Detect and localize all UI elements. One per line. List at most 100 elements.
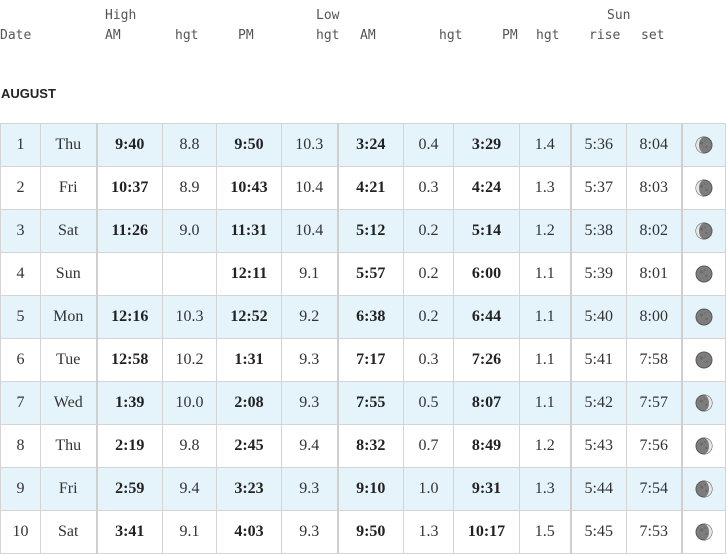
waxing-crescent-moon-icon <box>695 437 713 455</box>
waning-crescent-moon-icon <box>695 222 713 240</box>
sunset-cell: 8:00 <box>626 295 682 339</box>
waxing-crescent-moon-icon <box>695 523 713 541</box>
table-row: 1 Thu 9:40 8.8 9:50 10.3 3:24 0.4 3:29 1.4 5:36 8:0… <box>0 123 726 167</box>
table-row: 7 Wed 1:39 10.0 2:08 9.3 7:55 0.5 8:07 1.1 5:42 7:5… <box>0 381 726 425</box>
sunset-cell: 8:02 <box>626 209 682 253</box>
sunset-cell: 7:57 <box>626 381 682 425</box>
tide-table: 1 Thu 9:40 8.8 9:50 10.3 3:24 0.4 3:29 1.4 5:36 8:0… <box>0 123 726 554</box>
sunset-cell: 7:54 <box>626 467 682 511</box>
new-moon-icon <box>695 265 713 283</box>
high-am-height-cell: 10.2 <box>162 338 217 382</box>
sunset-cell: 7:53 <box>626 510 682 554</box>
high-pm-time-cell: 10:43 <box>216 166 282 210</box>
sun-group-header: Sun <box>607 8 631 23</box>
moon-phase-cell <box>680 209 726 253</box>
high-pm-time-cell: 2:45 <box>216 424 282 468</box>
weekday-cell: Sat <box>40 510 97 554</box>
high-am-height-cell: 8.9 <box>162 166 217 210</box>
high-pm-time-cell: 9:50 <box>216 123 282 167</box>
high-am-height-cell: 10.3 <box>162 295 217 339</box>
low-am-height-cell: 0.2 <box>403 252 454 296</box>
low-pm-height-cell: 1.1 <box>519 381 571 425</box>
high-am-time-cell: 11:26 <box>95 209 163 253</box>
high-am-time-cell: 1:39 <box>95 381 163 425</box>
high-pm-time-cell: 3:23 <box>216 467 282 511</box>
low-pm-time-cell: 3:29 <box>453 123 520 167</box>
low-am-time-cell: 4:21 <box>336 166 404 210</box>
day-number-cell: 5 <box>0 295 41 339</box>
high-am-time-cell: 12:16 <box>95 295 163 339</box>
sunrise-cell: 5:42 <box>569 381 627 425</box>
low-am-time-cell: 7:55 <box>336 381 404 425</box>
high-pm-height-cell: 9.3 <box>281 467 338 511</box>
low-am-height-cell: 0.2 <box>403 209 454 253</box>
low-pm-height-cell: 1.5 <box>519 510 571 554</box>
high-am-time-cell: 2:59 <box>95 467 163 511</box>
weekday-cell: Sun <box>40 252 97 296</box>
sunset-cell: 7:56 <box>626 424 682 468</box>
low-pm-time-cell: 6:00 <box>453 252 520 296</box>
month-heading: AUGUST <box>1 86 56 101</box>
low-pm-height-cell: 1.3 <box>519 166 571 210</box>
low-group-header: Low <box>316 8 340 23</box>
low-am-time-cell: 5:12 <box>336 209 404 253</box>
high-pm-height-cell: 10.3 <box>281 123 338 167</box>
sunset-cell: 8:01 <box>626 252 682 296</box>
new-moon-icon <box>695 351 713 369</box>
low-pm-height-cell: 1.1 <box>519 338 571 382</box>
day-number-cell: 1 <box>0 123 41 167</box>
high-am-time-cell <box>95 252 163 296</box>
sunrise-cell: 5:44 <box>569 467 627 511</box>
low-pm-height-cell: 1.1 <box>519 295 571 339</box>
sunrise-cell: 5:37 <box>569 166 627 210</box>
moon-phase-cell <box>680 467 726 511</box>
table-row: 10 Sat 3:41 9.1 4:03 9.3 9:50 1.3 10:17 1.5 5:45 7:… <box>0 510 726 554</box>
high-pm-header: PM <box>238 28 254 43</box>
moon-phase-cell <box>680 295 726 339</box>
table-row: 6 Tue 12:58 10.2 1:31 9.3 7:17 0.3 7:26 1.1 5:41 7:… <box>0 338 726 382</box>
waning-crescent-moon-icon <box>695 179 713 197</box>
low-pm-time-cell: 7:26 <box>453 338 520 382</box>
low-pm-height-cell: 1.1 <box>519 252 571 296</box>
table-row: 8 Thu 2:19 9.8 2:45 9.4 8:32 0.7 8:49 1.2 5:43 7:56 <box>0 424 726 468</box>
low-am-height-cell: 0.4 <box>403 123 454 167</box>
high-pm-time-cell: 2:08 <box>216 381 282 425</box>
weekday-cell: Thu <box>40 424 97 468</box>
day-number-cell: 8 <box>0 424 41 468</box>
low-pm-height-cell: 1.4 <box>519 123 571 167</box>
low-am-height-cell: 0.3 <box>403 338 454 382</box>
sunset-cell: 8:04 <box>626 123 682 167</box>
day-number-cell: 4 <box>0 252 41 296</box>
sunrise-cell: 5:38 <box>569 209 627 253</box>
high-am-time-cell: 9:40 <box>95 123 163 167</box>
high-am-header: AM <box>105 28 121 43</box>
moon-phase-cell <box>680 424 726 468</box>
table-row: 9 Fri 2:59 9.4 3:23 9.3 9:10 1.0 9:31 1.3 5:44 7:54 <box>0 467 726 511</box>
waxing-crescent-moon-icon <box>695 394 713 412</box>
low-pm-height-cell: 1.2 <box>519 209 571 253</box>
waning-crescent-moon-icon <box>695 136 713 154</box>
low-pm-time-cell: 10:17 <box>453 510 520 554</box>
low-am-height-cell: 1.0 <box>403 467 454 511</box>
day-number-cell: 9 <box>0 467 41 511</box>
low-pm-hgt-header: hgt <box>536 28 560 43</box>
weekday-cell: Thu <box>40 123 97 167</box>
high-pm-hgt-header: hgt <box>316 28 340 43</box>
high-am-height-cell: 9.1 <box>162 510 217 554</box>
weekday-cell: Wed <box>40 381 97 425</box>
high-am-height-cell: 10.0 <box>162 381 217 425</box>
high-pm-time-cell: 1:31 <box>216 338 282 382</box>
high-am-height-cell: 8.8 <box>162 123 217 167</box>
sunrise-cell: 5:41 <box>569 338 627 382</box>
weekday-cell: Sat <box>40 209 97 253</box>
low-am-height-cell: 0.7 <box>403 424 454 468</box>
moon-phase-cell <box>680 510 726 554</box>
moon-phase-cell <box>680 166 726 210</box>
low-am-time-cell: 9:50 <box>336 510 404 554</box>
high-pm-height-cell: 10.4 <box>281 209 338 253</box>
sunset-header: set <box>641 28 665 43</box>
low-pm-height-cell: 1.3 <box>519 467 571 511</box>
date-column-header: Date <box>0 28 32 43</box>
high-pm-height-cell: 9.3 <box>281 510 338 554</box>
high-pm-height-cell: 10.4 <box>281 166 338 210</box>
